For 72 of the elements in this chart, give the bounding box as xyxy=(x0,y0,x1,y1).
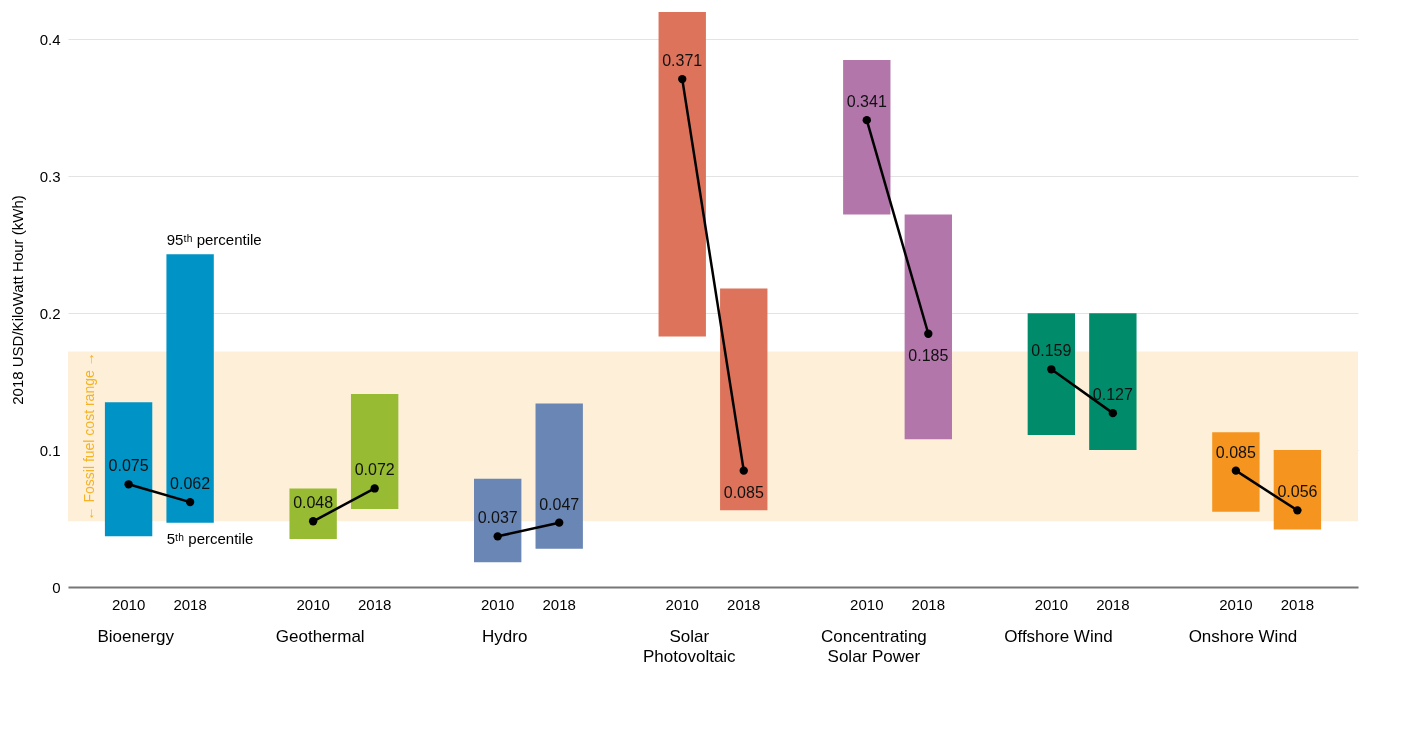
point xyxy=(862,115,871,125)
point xyxy=(555,518,564,527)
bar xyxy=(1273,450,1322,530)
data-label: 0.037 xyxy=(477,509,518,527)
point xyxy=(493,532,502,541)
bar xyxy=(535,403,583,549)
x-tick-label: 2018 xyxy=(173,595,207,613)
y-tick-label: 0.2 xyxy=(39,304,61,322)
bar xyxy=(904,214,952,440)
bar xyxy=(104,402,153,537)
point xyxy=(678,74,687,84)
point xyxy=(308,517,318,526)
point xyxy=(924,329,933,338)
band-label: ← Fossil fuel cost range → xyxy=(81,352,97,521)
point xyxy=(739,466,748,475)
x-tick-label: 2018 xyxy=(542,595,576,613)
bar xyxy=(1212,432,1260,512)
point xyxy=(1293,506,1302,515)
x-tick-label: 2010 xyxy=(850,595,884,613)
text: Hydro xyxy=(482,627,528,646)
x-tick-label: 2010 xyxy=(296,595,330,613)
data-label: 0.047 xyxy=(539,495,580,513)
data-label: 0.056 xyxy=(1277,483,1318,501)
x-tick-label: 2018 xyxy=(911,595,945,613)
data-label: 0.062 xyxy=(170,475,211,493)
bar xyxy=(658,12,706,337)
x-tick-label: 2010 xyxy=(665,595,699,613)
bar xyxy=(1089,313,1137,451)
data-label: 0.072 xyxy=(354,461,395,479)
text: Solar Photovoltaic xyxy=(643,627,737,666)
x-tick-label: 2018 xyxy=(1280,595,1315,613)
point xyxy=(1231,466,1241,475)
bar xyxy=(289,488,337,540)
text: Onshore Wind xyxy=(1188,627,1298,646)
bar xyxy=(720,288,768,511)
point xyxy=(1047,365,1056,374)
data-label: 0.371 xyxy=(662,52,703,70)
annotation: 95ᵗʰ percentile xyxy=(166,231,262,249)
data-label: 0.341 xyxy=(846,93,887,111)
x-tick-label: 2010 xyxy=(481,595,515,613)
y-tick-label: 0.3 xyxy=(39,167,61,185)
bar xyxy=(166,254,214,523)
y-axis-title: 2018 USD/KiloWatt Hour (kWh) xyxy=(8,195,26,405)
annotation: 5ᵗʰ percentile xyxy=(166,529,254,547)
point xyxy=(1108,408,1118,418)
text: Geothermal xyxy=(275,627,365,646)
y-tick-label: 0.4 xyxy=(39,30,61,48)
point xyxy=(124,480,133,489)
x-tick-label: 2010 xyxy=(1219,595,1253,613)
y-tick-label: 0.1 xyxy=(39,441,61,459)
x-tick-label: 2018 xyxy=(1096,595,1130,613)
text: Bioenergy xyxy=(97,627,175,646)
data-label: 0.159 xyxy=(1031,342,1072,360)
x-tick-label: 2010 xyxy=(111,595,146,613)
point xyxy=(185,497,195,507)
x-tick-label: 2018 xyxy=(357,595,392,613)
x-tick-label: 2018 xyxy=(727,595,761,613)
bar xyxy=(843,59,891,215)
data-label: 0.085 xyxy=(723,483,764,501)
data-label: 0.085 xyxy=(1215,443,1257,461)
data-label: 0.185 xyxy=(908,346,949,364)
bar xyxy=(474,478,522,563)
x-tick-label: 2010 xyxy=(1034,595,1069,613)
data-label: 0.075 xyxy=(108,457,149,475)
bar xyxy=(350,393,399,509)
point xyxy=(370,484,379,493)
text: Concentrating Solar Power xyxy=(820,627,927,666)
bar xyxy=(1027,313,1076,436)
data-label: 0.127 xyxy=(1092,386,1133,404)
data-label: 0.048 xyxy=(293,494,334,512)
y-tick-label: 0 xyxy=(52,578,61,596)
text: Offshore Wind xyxy=(1004,627,1113,646)
